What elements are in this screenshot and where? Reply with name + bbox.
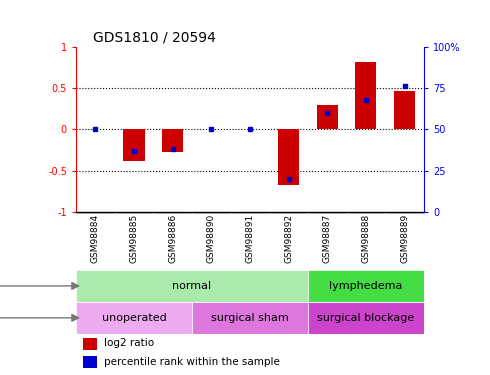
Text: GSM98891: GSM98891: [245, 214, 254, 263]
Bar: [278, 129, 299, 184]
Text: GSM98884: GSM98884: [91, 214, 100, 263]
Text: GSM98889: GSM98889: [400, 214, 409, 263]
Bar: [308, 270, 424, 302]
Text: GSM98885: GSM98885: [129, 214, 139, 263]
Bar: [83, 338, 97, 350]
Text: unoperated: unoperated: [101, 313, 166, 323]
Bar: [162, 129, 183, 153]
Text: normal: normal: [172, 281, 212, 291]
Text: GSM98887: GSM98887: [323, 214, 332, 263]
Text: GSM98892: GSM98892: [284, 214, 293, 263]
Bar: [394, 91, 415, 129]
Text: GSM98890: GSM98890: [207, 214, 216, 263]
Text: surgical sham: surgical sham: [211, 313, 289, 323]
Bar: [123, 129, 145, 161]
Text: percentile rank within the sample: percentile rank within the sample: [104, 357, 280, 367]
Bar: [355, 62, 376, 129]
Text: GDS1810 / 20594: GDS1810 / 20594: [93, 30, 216, 44]
Text: GSM98886: GSM98886: [168, 214, 177, 263]
Text: lymphedema: lymphedema: [329, 281, 403, 291]
Bar: [83, 356, 97, 368]
Bar: [76, 302, 192, 334]
Bar: [192, 302, 308, 334]
Text: surgical blockage: surgical blockage: [317, 313, 415, 323]
Bar: [308, 302, 424, 334]
Text: log2 ratio: log2 ratio: [104, 339, 154, 348]
Text: GSM98888: GSM98888: [361, 214, 370, 263]
Bar: [76, 270, 308, 302]
Bar: [317, 105, 338, 129]
